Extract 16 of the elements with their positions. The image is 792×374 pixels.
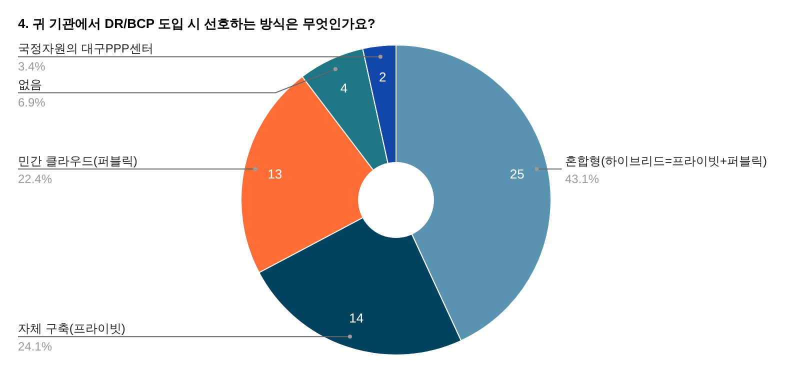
- text: 6.9%: [18, 96, 46, 110]
- data-label: 13: [268, 166, 282, 182]
- text: 22.4%: [18, 172, 52, 186]
- text: 24.1%: [18, 340, 52, 354]
- slice-label: 없음: [18, 78, 42, 92]
- data-label: 14: [349, 310, 364, 326]
- slice-label: 국정자원의 대구PPP센터: [18, 42, 154, 56]
- slice-label: 자체 구축(프라이빗): [18, 322, 126, 336]
- text: 43.1%: [565, 172, 600, 186]
- slice-label: 민간 클라우드(퍼블릭): [18, 154, 138, 168]
- text: 3.4%: [18, 60, 46, 74]
- data-label: 4: [340, 80, 348, 96]
- chart-title: 4. 귀 기관에서 DR/BCP 도입 시 선호하는 방식은 무엇인가요?: [18, 16, 376, 31]
- data-label: 25: [510, 166, 524, 182]
- data-label: 2: [378, 70, 386, 85]
- slice-label: 혼합형(하이브리드=프라이빗+퍼블릭): [565, 154, 768, 168]
